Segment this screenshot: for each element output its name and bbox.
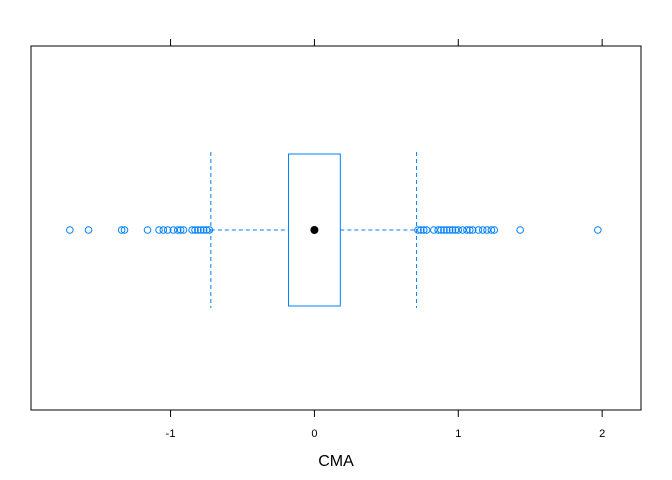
tick-label: -1: [166, 428, 176, 440]
outlier-point: [594, 226, 602, 234]
outlier-point: [448, 226, 457, 234]
outlier-point: [516, 226, 524, 234]
box-and-whiskers: [210, 152, 418, 308]
top-ticks: [170, 39, 603, 46]
outlier-point: [84, 226, 93, 234]
outlier-point: [458, 226, 467, 234]
outlier-point: [490, 226, 499, 234]
outlier-point: [120, 226, 129, 234]
outlier-point: [474, 226, 483, 234]
outlier-point: [194, 226, 202, 234]
outlier-point: [442, 226, 451, 234]
outlier-point: [465, 226, 474, 234]
outlier-point: [414, 226, 422, 234]
outlier-point: [463, 226, 471, 234]
iqr-box: [288, 153, 341, 307]
plot-frame: [30, 45, 642, 411]
outlier-point: [199, 226, 208, 234]
outlier-point: [117, 226, 126, 234]
tick-labels: -1 0 1 2: [166, 428, 606, 440]
tick-label: 1: [455, 428, 461, 440]
outlier-point: [173, 226, 182, 234]
outlier-point: [419, 226, 428, 234]
outlier-point: [163, 226, 172, 234]
outlier-point: [196, 226, 205, 234]
outlier-point: [66, 226, 74, 234]
outlier-point: [155, 226, 163, 234]
outlier-point: [417, 226, 425, 234]
tick-label: 2: [599, 428, 605, 440]
outlier-point: [188, 226, 196, 234]
outlier-point: [430, 226, 438, 234]
outlier-point: [478, 226, 487, 234]
outlier-point: [440, 226, 448, 234]
outlier-point: [434, 226, 442, 234]
outlier-point: [483, 226, 491, 234]
bottom-ticks: [170, 410, 603, 417]
outlier-points: [66, 226, 602, 234]
outlier-point: [437, 226, 445, 234]
outlier-point: [205, 226, 214, 234]
median-dot: [310, 226, 319, 234]
outlier-point: [487, 226, 496, 234]
outlier-point: [445, 226, 454, 234]
outlier-point: [176, 226, 185, 234]
outlier-point: [191, 226, 199, 234]
outlier-point: [454, 226, 463, 234]
outlier-point: [451, 226, 460, 234]
outlier-point: [202, 226, 211, 234]
x-axis-title: CMA: [318, 453, 354, 470]
outlier-point: [169, 226, 178, 234]
tick-label: 0: [311, 428, 317, 440]
outlier-point: [179, 226, 188, 234]
outlier-point: [468, 226, 477, 234]
outlier-point: [422, 226, 431, 234]
outlier-point: [159, 226, 168, 234]
outlier-point: [143, 226, 152, 234]
